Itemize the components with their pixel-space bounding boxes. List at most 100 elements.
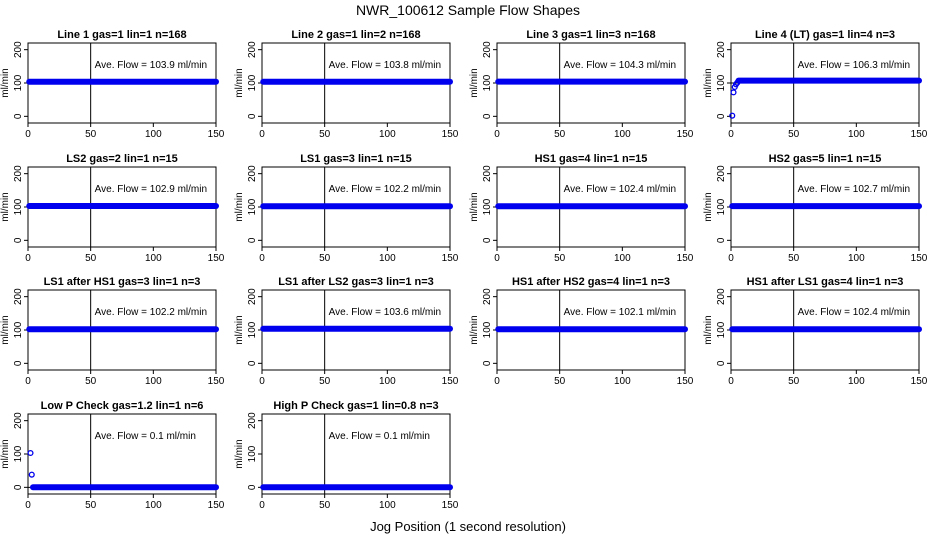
x-tick-label: 50 <box>554 376 566 387</box>
y-axis-label: ml/min <box>234 439 245 468</box>
x-tick-label: 50 <box>85 253 97 264</box>
average-flow-annotation: Ave. Flow = 0.1 ml/min <box>95 431 196 442</box>
panel-title: HS1 gas=4 lin=1 n=15 <box>535 153 648 165</box>
y-tick-label: 0 <box>247 484 258 490</box>
x-tick-label: 150 <box>911 376 928 387</box>
panel-3: Line 3 gas=1 lin=3 n=168 0 50 100 150 0 100 200… <box>469 29 694 140</box>
panel-7: HS1 gas=4 lin=1 n=15 0 50 100 150 0 100 200ml/m… <box>469 153 694 264</box>
x-tick-label: 50 <box>319 500 331 511</box>
x-tick-label: 100 <box>614 129 631 140</box>
average-flow-annotation: Ave. Flow = 102.4 ml/min <box>564 184 676 195</box>
x-tick-label: 100 <box>145 253 162 264</box>
y-tick-label: 200 <box>482 165 493 182</box>
y-axis-label: ml/min <box>0 192 11 221</box>
y-tick-label: 200 <box>716 288 727 305</box>
y-tick-label: 0 <box>13 360 24 366</box>
average-flow-annotation: Ave. Flow = 102.9 ml/min <box>95 184 207 195</box>
figure-x-axis-label: Jog Position (1 second resolution) <box>370 519 566 534</box>
y-tick-label: 100 <box>247 321 258 338</box>
data-point <box>730 89 737 96</box>
y-tick-label: 200 <box>247 412 258 429</box>
panel-12: HS1 after LS1 gas=4 lin=1 n=3 0 50 100 150 0 1… <box>703 276 928 387</box>
average-flow-annotation: Ave. Flow = 102.2 ml/min <box>95 307 207 318</box>
y-tick-label: 0 <box>482 237 493 243</box>
y-tick-label: 100 <box>247 198 258 215</box>
x-tick-label: 0 <box>259 500 265 511</box>
panel-9: LS1 after HS1 gas=3 lin=1 n=3 0 50 100 150 0 1… <box>0 276 225 387</box>
average-flow-annotation: Ave. Flow = 106.3 ml/min <box>798 60 910 71</box>
x-tick-label: 0 <box>728 376 734 387</box>
plot-frame <box>27 413 217 495</box>
average-flow-annotation: Ave. Flow = 103.6 ml/min <box>329 307 441 318</box>
y-tick-label: 100 <box>716 74 727 91</box>
x-tick-label: 150 <box>677 253 694 264</box>
x-tick-label: 150 <box>208 253 225 264</box>
x-tick-label: 0 <box>494 253 500 264</box>
y-tick-label: 0 <box>716 360 727 366</box>
panel-title: LS1 gas=3 lin=1 n=15 <box>300 153 412 165</box>
x-tick-label: 150 <box>911 129 928 140</box>
x-tick-label: 150 <box>442 500 459 511</box>
plot-frame <box>261 413 451 495</box>
panel-title: HS2 gas=5 lin=1 n=15 <box>769 153 882 165</box>
y-axis-label: ml/min <box>469 68 480 97</box>
y-tick-label: 100 <box>13 74 24 91</box>
y-tick-label: 100 <box>13 445 24 462</box>
x-tick-label: 0 <box>25 253 31 264</box>
panel-title: HS1 after LS1 gas=4 lin=1 n=3 <box>747 276 904 288</box>
y-tick-label: 200 <box>716 41 727 58</box>
x-tick-label: 150 <box>442 253 459 264</box>
y-axis-label: ml/min <box>234 315 245 344</box>
average-flow-annotation: Ave. Flow = 0.1 ml/min <box>329 431 430 442</box>
y-tick-label: 200 <box>13 288 24 305</box>
y-axis-label: ml/min <box>0 315 11 344</box>
average-flow-annotation: Ave. Flow = 104.3 ml/min <box>564 60 676 71</box>
y-tick-label: 100 <box>13 198 24 215</box>
panel-title: LS1 after LS2 gas=3 lin=1 n=3 <box>278 276 434 288</box>
panel-title: Line 1 gas=1 lin=1 n=168 <box>57 29 186 41</box>
y-tick-label: 200 <box>247 288 258 305</box>
y-tick-label: 200 <box>13 412 24 429</box>
panel-13: Low P Check gas=1.2 lin=1 n=6 0 50 100 150 0 1… <box>0 400 225 511</box>
x-tick-label: 50 <box>788 376 800 387</box>
panel-title: HS1 after HS2 gas=4 lin=1 n=3 <box>512 276 670 288</box>
x-tick-label: 150 <box>677 129 694 140</box>
x-tick-label: 0 <box>259 253 265 264</box>
x-tick-label: 150 <box>911 253 928 264</box>
y-axis-label: ml/min <box>703 192 714 221</box>
x-tick-label: 50 <box>85 376 97 387</box>
x-tick-label: 0 <box>25 129 31 140</box>
average-flow-annotation: Ave. Flow = 103.9 ml/min <box>95 60 207 71</box>
y-tick-label: 0 <box>13 113 24 119</box>
x-tick-label: 100 <box>614 376 631 387</box>
y-axis-label: ml/min <box>0 439 11 468</box>
panel-8: HS2 gas=5 lin=1 n=15 0 50 100 150 0 100 200ml/m… <box>703 153 928 264</box>
panel-11: HS1 after HS2 gas=4 lin=1 n=3 0 50 100 150 0 1… <box>469 276 694 387</box>
y-tick-label: 0 <box>482 113 493 119</box>
y-tick-label: 200 <box>13 165 24 182</box>
y-tick-label: 0 <box>13 484 24 490</box>
y-tick-label: 200 <box>247 41 258 58</box>
panel-title: Line 3 gas=1 lin=3 n=168 <box>526 29 655 41</box>
y-tick-label: 200 <box>482 288 493 305</box>
data-point <box>729 112 736 119</box>
x-tick-label: 0 <box>259 129 265 140</box>
y-tick-label: 0 <box>247 360 258 366</box>
y-tick-label: 200 <box>247 165 258 182</box>
panel-grid: Line 1 gas=1 lin=1 n=168 0 50 100 150 0 100 200… <box>0 29 928 511</box>
average-flow-annotation: Ave. Flow = 102.7 ml/min <box>798 184 910 195</box>
y-tick-label: 200 <box>482 41 493 58</box>
x-tick-label: 50 <box>788 129 800 140</box>
x-tick-label: 50 <box>788 253 800 264</box>
x-tick-label: 0 <box>728 253 734 264</box>
y-tick-label: 100 <box>247 74 258 91</box>
y-axis-label: ml/min <box>703 315 714 344</box>
x-tick-label: 100 <box>379 376 396 387</box>
y-tick-label: 0 <box>716 237 727 243</box>
x-tick-label: 0 <box>259 376 265 387</box>
y-tick-label: 100 <box>716 198 727 215</box>
data-point <box>27 449 34 457</box>
y-axis-label: ml/min <box>234 192 245 221</box>
data-point <box>28 471 35 478</box>
